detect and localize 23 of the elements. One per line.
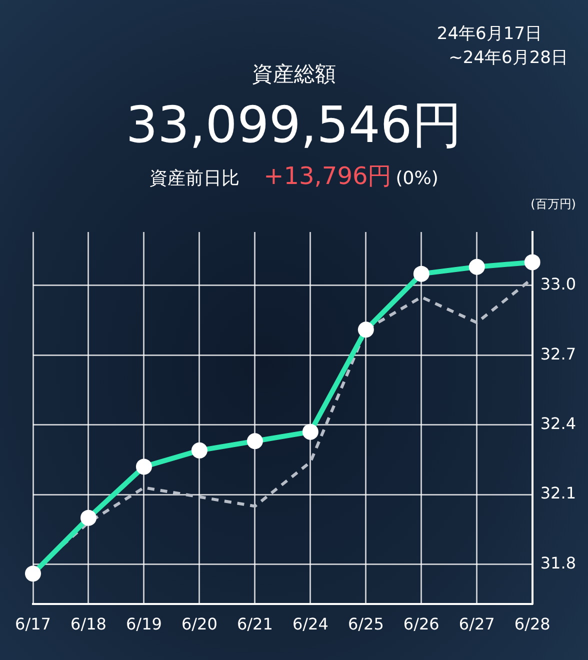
y-tick-label: 31.8	[540, 553, 576, 572]
x-tick-label: 6/21	[236, 614, 273, 634]
x-tick-label: 6/19	[126, 614, 162, 634]
text: 資産前日比	[150, 168, 240, 189]
y-tick-label: 32.7	[540, 344, 576, 364]
chart-subtitle: 33,099,546円	[124, 95, 464, 156]
x-tick-label: 6/28	[514, 614, 550, 634]
x-tick-label: 6/27	[458, 614, 495, 634]
chart-title: 資産総額	[252, 62, 336, 86]
y-axis-title: (百万円)	[530, 196, 576, 213]
text: (0%)	[396, 168, 438, 189]
x-tick-label: 6/17	[15, 614, 51, 634]
x-tick-label: 6/24	[292, 614, 328, 634]
y-tick-label: 32.1	[540, 484, 576, 503]
text: ~24年6月28日	[448, 47, 568, 70]
text: 24年6月17日	[436, 23, 542, 46]
text: +13,796円	[264, 162, 392, 190]
x-tick-label: 6/18	[70, 614, 106, 634]
x-tick-label: 6/20	[181, 614, 218, 634]
y-tick-label: 33.0	[540, 274, 576, 294]
y-tick-label: 32.4	[540, 414, 576, 434]
x-tick-label: 6/26	[403, 614, 440, 634]
x-tick-label: 6/25	[348, 614, 384, 634]
